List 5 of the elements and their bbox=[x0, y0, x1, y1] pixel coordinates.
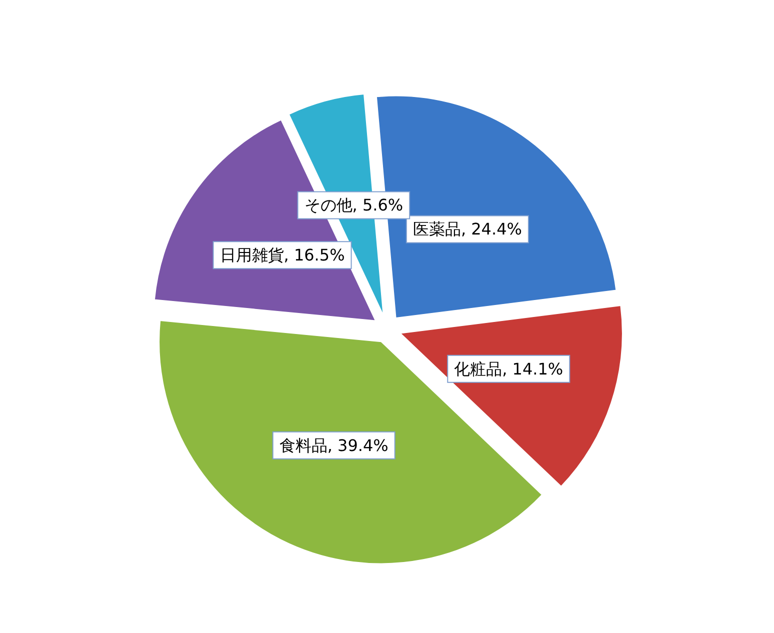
slice-label: 食料品, 39.4% bbox=[279, 436, 388, 455]
slice-label: 医薬品, 24.4% bbox=[412, 220, 522, 239]
slice-label: 化粧品, 14.1% bbox=[454, 359, 564, 378]
slice-label: その他, 5.6% bbox=[304, 196, 404, 215]
slice-label: 日用雑貨, 16.5% bbox=[220, 246, 345, 265]
